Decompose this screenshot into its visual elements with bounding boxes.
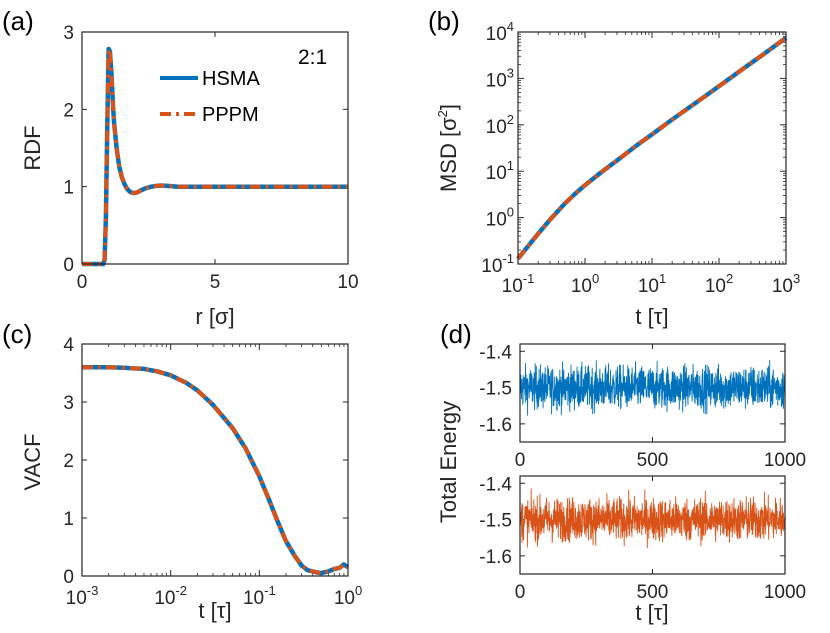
panel-b-ytick-label: 100 [486, 205, 514, 231]
panel-c-ticks: 10-3 10-2 10-1 100 0 1 2 3 4 [63, 335, 362, 609]
panel-a-xtick-label: 5 [210, 272, 221, 293]
panel-b-ylabel-base: MSD [σ [436, 117, 461, 192]
panel-a-ytick-label: 2 [63, 100, 74, 121]
panel-label-d: (d) [440, 319, 472, 349]
panel-label-a: (a) [2, 6, 34, 36]
panel-c-ytick-label: 2 [63, 451, 74, 472]
panel-b-xlabel: t [τ] [635, 304, 668, 329]
panel-c-ytick-label: 3 [63, 393, 74, 414]
panel-c-frame [81, 343, 349, 577]
panel-c-series [82, 364, 350, 576]
panel-b-ytick-label: 103 [486, 65, 514, 91]
panel-d-bottom-series-pppm [519, 488, 786, 549]
panel-c-xlabel: t [τ] [198, 598, 231, 623]
panel-d-top-series-hsma [519, 359, 786, 416]
panel-d-ylabel: Total Energy [436, 401, 461, 523]
panel-b-ylabel: MSD [σ2] [435, 104, 461, 192]
panel-a-ytick-label: 1 [63, 178, 74, 199]
panel-c-vacf: 10-3 10-2 10-1 100 0 1 2 3 4 t [τ] VACF [20, 335, 362, 623]
panel-a-xtick-label: 10 [337, 272, 358, 293]
panel-a-rdf: 0 5 10 0 1 2 3 2:1 HSMA PPPM r [σ] RDF [20, 23, 359, 329]
panel-b-ytick-label: 101 [486, 158, 514, 184]
panel-c-xtick-label: 10-2 [154, 583, 187, 609]
panel-b-xtick-label: 102 [705, 271, 733, 297]
panel-d-top-xtick-label: 500 [637, 450, 669, 471]
panel-b-ylabel-exp: 2 [435, 110, 450, 117]
panel-d-top-xtick-label: 0 [515, 450, 526, 471]
panel-d-top-xtick-label: 1000 [764, 450, 806, 471]
panel-d-bottom-ytick-label: -1.5 [479, 511, 512, 532]
panel-b-msd: 10-1 100 101 102 103 10-1 100 101 102 103 104 t [τ… [435, 19, 800, 329]
panel-b-ytick-label: 104 [486, 19, 514, 45]
panel-a-annotation: 2:1 [298, 46, 327, 69]
panel-c-xtick-label: 100 [334, 583, 362, 609]
panel-a-frame [81, 31, 349, 265]
panel-label-b: (b) [428, 6, 460, 36]
panel-d-top-ytick-label: -1.6 [479, 415, 512, 436]
panel-a-series-pppm [82, 47, 348, 266]
panel-d-xlabel: t [τ] [635, 600, 668, 625]
panel-c-series-pppm [82, 365, 350, 576]
panel-c-ylabel: VACF [20, 433, 45, 490]
panel-a-ytick-label: 3 [63, 23, 74, 44]
panel-a-xlabel: r [σ] [195, 304, 234, 329]
panel-a-xtick-label: 0 [77, 272, 88, 293]
legend-hsma-label: HSMA [202, 68, 260, 90]
panel-b-series [516, 35, 788, 261]
panel-a-ylabel: RDF [20, 125, 45, 170]
panel-d-bottom-ytick-label: -1.4 [479, 474, 512, 495]
panel-b-frame [517, 31, 787, 265]
panel-c-series-hsma [82, 364, 350, 576]
panel-b-xtick-label: 100 [571, 271, 599, 297]
panel-d-energy: 0 500 1000-1.4-1.5-1.60 500 1000-1.4-1.5-1.6… [436, 342, 806, 625]
panel-d-series [519, 359, 786, 549]
panel-d-top-frame [519, 343, 786, 443]
panel-d-top-ytick-label: -1.4 [479, 342, 512, 363]
panel-b-ticks: 10-1 100 101 102 103 10-1 100 101 102 103 104 [481, 19, 800, 297]
panel-b-series-hsma [516, 35, 788, 261]
panel-c-xtick-label: 10-3 [66, 583, 99, 609]
panel-a-ytick-label: 0 [63, 255, 74, 276]
panel-d-bottom-xtick-label: 0 [515, 582, 526, 603]
panel-label-c: (c) [2, 319, 32, 349]
legend-pppm-label: PPPM [202, 104, 259, 126]
panel-b-series-pppm [516, 36, 788, 260]
panel-b-xtick-label: 10-1 [502, 271, 535, 297]
panel-d-bottom-xtick-label: 500 [637, 582, 669, 603]
panel-d-top-ytick-label: -1.5 [479, 379, 512, 400]
panel-a-series [82, 46, 348, 267]
panel-b-ytick-label: 10-1 [481, 251, 514, 277]
panel-b-ylabel-close: ] [436, 104, 461, 110]
legend: HSMA PPPM [160, 68, 260, 126]
panel-d-bottom-xtick-label: 1000 [764, 582, 806, 603]
panel-c-ytick-label: 1 [63, 509, 74, 530]
panel-c-ytick-label: 4 [63, 335, 74, 356]
panel-c-xtick-label: 10-1 [243, 583, 276, 609]
panel-b-xtick-label: 103 [772, 271, 800, 297]
panel-d-ticks: 0 500 1000-1.4-1.5-1.60 500 1000-1.4-1.5-1.6 [479, 342, 806, 603]
panel-b-ytick-label: 102 [486, 112, 514, 138]
panel-c-ytick-label: 0 [63, 567, 74, 588]
panel-d-bottom-ytick-label: -1.6 [479, 547, 512, 568]
panel-b-xtick-label: 101 [638, 271, 666, 297]
panel-d-bottom-frame [519, 475, 786, 575]
